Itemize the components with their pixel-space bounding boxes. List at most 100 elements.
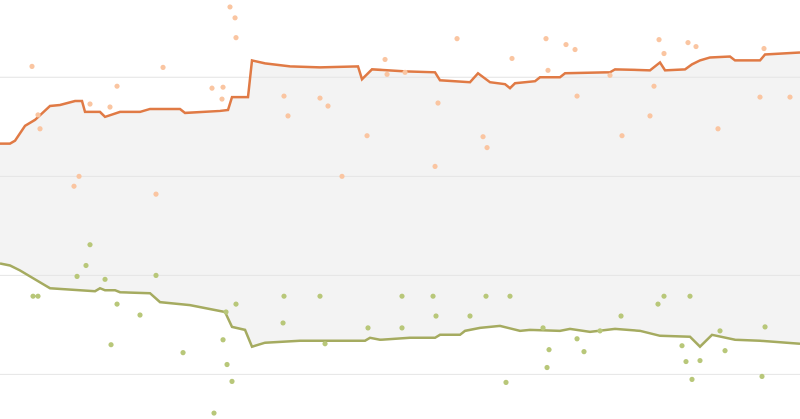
point [430,293,436,299]
point [384,71,390,77]
point [480,134,486,140]
point [229,378,235,384]
point [787,94,793,100]
point [697,357,703,364]
point [83,262,89,269]
point [220,337,226,343]
point [37,126,43,132]
line [0,262,800,349]
point [655,301,661,307]
point [679,343,685,349]
point [467,313,473,319]
point [563,41,569,48]
point [574,93,580,99]
point [572,46,578,53]
point [339,173,345,179]
point [365,325,371,331]
point [35,112,41,118]
point [211,410,217,416]
point [220,84,226,90]
point [687,293,693,299]
point [29,63,35,69]
point [647,113,653,119]
point [107,104,113,110]
point [114,301,120,307]
point [108,342,114,348]
point [509,55,515,62]
point [76,173,82,179]
point [325,103,331,109]
point [762,324,768,330]
point [619,133,625,139]
point [656,37,662,43]
point [281,93,287,99]
point [545,67,551,73]
point [209,85,215,91]
point [693,43,699,50]
point [543,36,549,42]
point [683,358,689,365]
point [546,347,552,353]
point [232,15,238,21]
point [503,379,509,385]
point [285,113,291,119]
point [71,183,77,189]
point [153,272,159,278]
point [382,56,388,63]
point [227,4,233,10]
point [618,313,624,319]
point [484,144,490,151]
point [317,293,323,299]
point [160,64,166,70]
point [661,50,667,57]
point [607,72,613,78]
point [219,96,225,102]
point [540,325,546,331]
point [35,293,41,299]
point [757,94,763,100]
point [651,83,657,89]
point [233,301,239,307]
point [317,95,323,101]
point [114,83,120,89]
point [715,126,721,132]
point [322,341,328,347]
point [137,312,143,318]
point [280,320,286,326]
point [180,350,186,356]
point [433,313,439,319]
point [74,273,80,279]
point [224,361,230,368]
point [87,242,93,248]
point [153,191,159,197]
band [0,52,800,347]
point [761,45,767,52]
point [87,101,93,107]
point [233,35,239,41]
point [399,293,405,299]
point [223,309,229,315]
point [281,293,287,299]
point [507,293,513,299]
point [689,376,695,382]
point [402,69,408,75]
point [483,293,489,299]
point [454,36,460,42]
point [685,39,691,46]
point [435,100,441,106]
point [544,364,550,371]
point [661,293,667,299]
point [30,293,36,299]
point [581,349,587,355]
point [722,348,728,354]
point [574,336,580,342]
point [364,133,370,139]
point [102,276,108,282]
point [399,325,405,331]
point [597,328,603,334]
point [432,163,438,170]
line [0,51,800,145]
point [717,328,723,334]
point [759,373,765,380]
